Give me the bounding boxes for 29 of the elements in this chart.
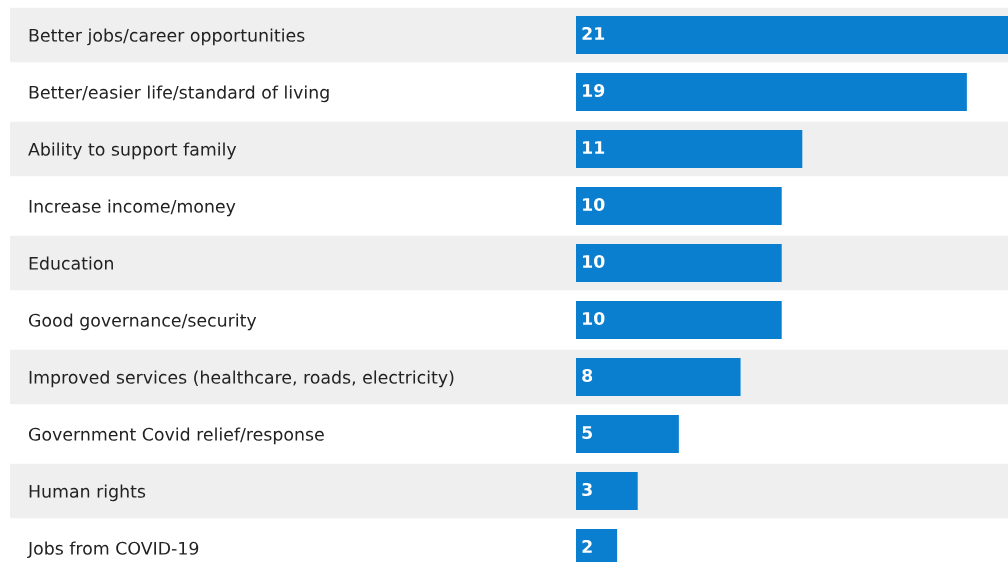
- y-tick-label: Improved services (healthcare, roads, electricity): [29, 370, 454, 388]
- y-tick-label: Good governance/security: [28, 313, 257, 331]
- bar: [576, 414, 679, 454]
- bar: [576, 186, 782, 226]
- y-tick-label: Better jobs/career opportunities: [29, 28, 305, 46]
- data-label: 11: [583, 141, 605, 154]
- bar: [576, 357, 741, 397]
- data-label: 10: [583, 254, 605, 269]
- data-label: 3: [582, 482, 592, 497]
- bar: [576, 471, 638, 511]
- data-label: 5: [582, 426, 593, 440]
- data-label: 21: [582, 26, 605, 40]
- data-label: 8: [582, 368, 593, 383]
- data-label: 10: [583, 311, 605, 326]
- y-tick-label: Government Covid relief/response: [28, 427, 324, 445]
- data-label: 10: [583, 197, 605, 212]
- bar: [576, 129, 803, 169]
- y-tick-label: Education: [29, 256, 113, 270]
- data-label: 2: [582, 539, 592, 553]
- bar: [576, 243, 782, 283]
- data-label: 19: [583, 83, 605, 98]
- bar: [576, 15, 1008, 55]
- y-tick-label: Better/easier life/standard of living: [29, 85, 329, 103]
- y-tick-label: Jobs from COVID-19: [27, 541, 199, 559]
- y-tick-label: Ability to support family: [28, 142, 237, 160]
- bar: [576, 300, 782, 340]
- y-tick-label: Human rights: [29, 484, 146, 502]
- bar: [576, 72, 967, 112]
- y-tick-label: Increase income/money: [29, 199, 236, 217]
